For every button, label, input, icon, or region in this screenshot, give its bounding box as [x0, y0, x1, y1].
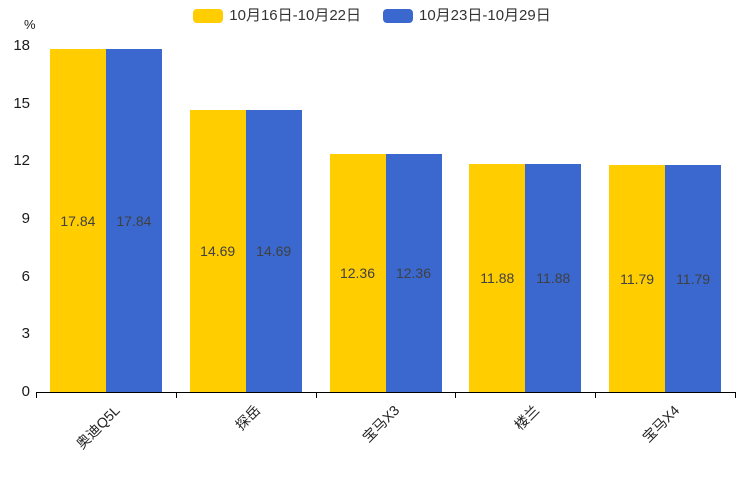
chart-legend: 10月16日-10月22日 10月23日-10月29日: [0, 7, 744, 25]
x-axis-category-label: 楼兰: [511, 402, 543, 434]
x-axis-tick: [36, 392, 37, 398]
bar-series-1-奥迪Q5L[interactable]: 17.84: [49, 49, 106, 392]
bar-value-label: 11.88: [480, 269, 515, 286]
legend-label: 10月16日-10月22日: [229, 7, 361, 24]
x-axis-tick: [175, 392, 177, 398]
y-axis-tick-label: 18: [13, 37, 30, 54]
legend-item-series-2[interactable]: 10月23日-10月29日: [383, 7, 551, 25]
y-axis-tick-label: 0: [21, 383, 30, 400]
x-axis-tick: [595, 392, 597, 398]
bar-value-label: 11.88: [536, 269, 571, 286]
bar-series-2-楼兰[interactable]: 11.88: [525, 163, 582, 392]
x-axis-line: [36, 392, 736, 393]
x-axis-category-label: 探岳: [231, 402, 264, 434]
legend-item-series-1[interactable]: 10月16日-10月22日: [193, 7, 361, 25]
bar-series-1-楼兰[interactable]: 11.88: [469, 163, 526, 392]
x-axis-tick: [315, 392, 317, 398]
bar-value-label: 12.36: [395, 265, 432, 282]
x-axis-category-label: 宝马X4: [639, 402, 683, 446]
y-axis-tick-label: 15: [13, 94, 30, 112]
y-axis-tick-label: 12: [13, 152, 30, 170]
x-axis-tick: [735, 392, 736, 398]
bar-value-label: 17.84: [116, 212, 152, 229]
bar-series-1-探岳[interactable]: 14.69: [189, 109, 246, 392]
bar-value-label: 12.36: [339, 265, 376, 282]
bar-series-2-宝马X4[interactable]: 11.79: [665, 165, 722, 392]
legend-label: 10月23日-10月29日: [419, 7, 551, 24]
y-axis-tick-label: 9: [21, 210, 30, 227]
x-axis-category-label: 奥迪Q5L: [73, 402, 124, 452]
x-axis-tick: [455, 392, 457, 398]
y-axis-unit-label: %: [24, 17, 36, 32]
bar-series-1-宝马X3[interactable]: 12.36: [329, 154, 386, 392]
bar-series-2-探岳[interactable]: 14.69: [245, 109, 302, 392]
bar-value-label: 14.69: [256, 242, 292, 259]
legend-swatch-icon: [193, 9, 224, 23]
bar-value-label: 17.84: [60, 212, 96, 229]
bar-value-label: 14.69: [200, 242, 236, 259]
x-axis-category-label: 宝马X3: [359, 402, 403, 446]
bar-value-label: 11.79: [676, 270, 711, 287]
legend-swatch-icon: [383, 9, 413, 23]
bar-series-1-宝马X4[interactable]: 11.79: [609, 165, 666, 392]
bar-value-label: 11.79: [620, 270, 655, 287]
bar-series-2-奥迪Q5L[interactable]: 17.84: [105, 49, 162, 392]
y-axis-tick-label: 6: [21, 267, 30, 285]
bar-series-2-宝马X3[interactable]: 12.36: [385, 154, 442, 392]
y-axis-tick-label: 3: [21, 325, 30, 343]
